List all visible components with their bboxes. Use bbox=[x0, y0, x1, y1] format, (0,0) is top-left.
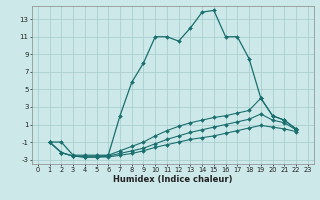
X-axis label: Humidex (Indice chaleur): Humidex (Indice chaleur) bbox=[113, 175, 233, 184]
